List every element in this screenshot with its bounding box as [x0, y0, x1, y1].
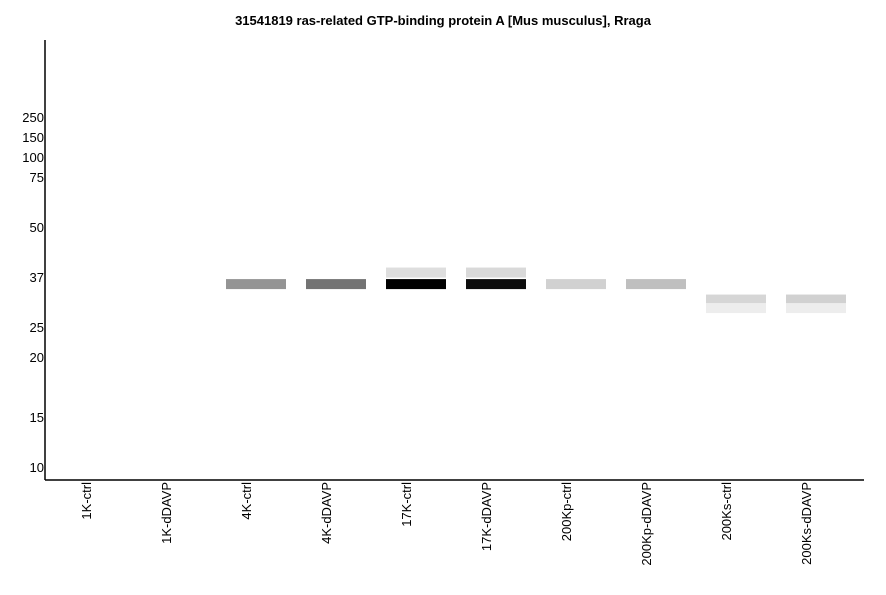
y-tick-label: 10 [30, 460, 44, 475]
blot-band [626, 279, 686, 290]
blot-band [466, 267, 526, 278]
blot-band [306, 279, 366, 290]
blot-band [386, 267, 446, 278]
y-tick-label: 100 [22, 150, 44, 165]
blot-band [466, 279, 526, 290]
lane-labels: 1K-ctrl 1K-dDAVP 4K-ctrl 4K-dDAVP 17K-ctrl 17… [79, 482, 814, 566]
lane-label: 17K-ctrl [399, 482, 414, 527]
blot-band [706, 303, 766, 314]
chart-title: 31541819 ras-related GTP-binding protein… [235, 13, 652, 28]
y-tick-label: 15 [30, 410, 44, 425]
lane-label: 200Kp-dDAVP [639, 482, 654, 566]
blot-band [706, 294, 766, 305]
y-tick-labels: 250 150 100 75 50 37 25 20 15 10 [22, 110, 44, 475]
y-tick-label: 150 [22, 130, 44, 145]
blot-band [546, 279, 606, 290]
lane-label: 17K-dDAVP [479, 482, 494, 551]
lane-label: 4K-dDAVP [319, 482, 334, 544]
blot-band [786, 294, 846, 305]
lane-label: 200Ks-dDAVP [799, 482, 814, 565]
band-layer [226, 267, 846, 314]
blot-band [226, 279, 286, 290]
lane-label: 1K-ctrl [79, 482, 94, 520]
y-tick-label: 250 [22, 110, 44, 125]
lane-label: 4K-ctrl [239, 482, 254, 520]
y-tick-label: 37 [30, 270, 44, 285]
lane-label: 1K-dDAVP [159, 482, 174, 544]
blot-band [386, 279, 446, 290]
blot-band [786, 303, 846, 314]
y-tick-label: 20 [30, 350, 44, 365]
lane-label: 200Kp-ctrl [559, 482, 574, 541]
y-tick-label: 25 [30, 320, 44, 335]
y-tick-label: 50 [30, 220, 44, 235]
y-tick-label: 75 [30, 170, 44, 185]
lane-label: 200Ks-ctrl [719, 482, 734, 541]
